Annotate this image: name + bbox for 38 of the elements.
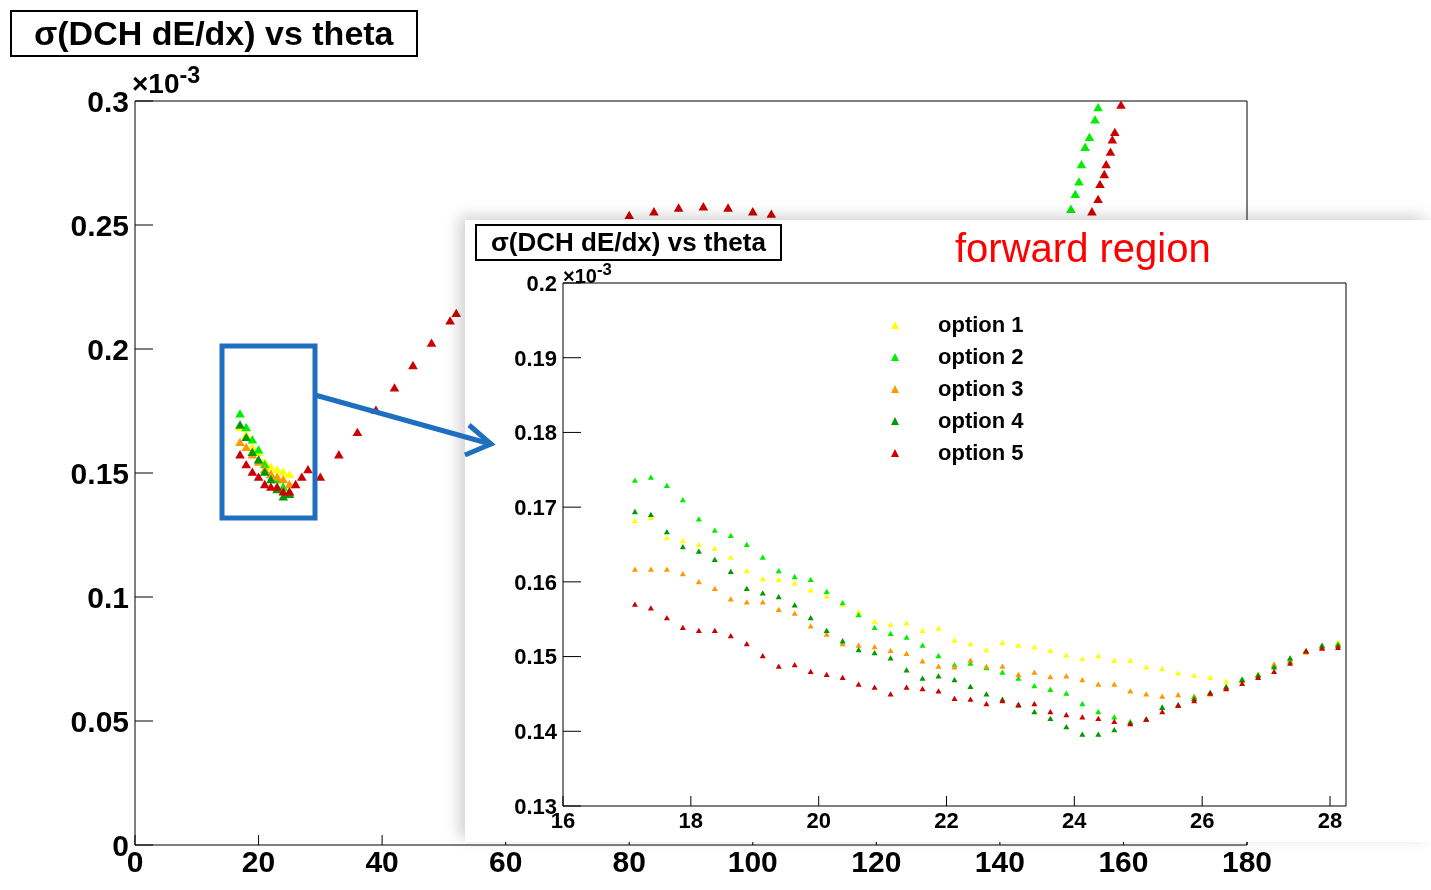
y-tick-label: 0.16 <box>514 569 557 595</box>
x-tick-label: 100 <box>727 845 778 879</box>
annotation: forward region <box>955 226 1211 271</box>
x-tick-label: 160 <box>1098 845 1149 879</box>
x-tick-label: 18 <box>678 807 704 833</box>
x-tick-label: 26 <box>1189 807 1215 833</box>
chart-title: σ(DCH dE/dx) vs theta <box>10 10 418 57</box>
x-tick-label: 28 <box>1317 807 1343 833</box>
y-tick-label: 0.2 <box>87 332 129 366</box>
y-tick-label: 0.2 <box>526 270 557 296</box>
x-tick-label: 80 <box>612 845 646 879</box>
y-tick-label: 0.17 <box>514 494 557 520</box>
y-tick-label: 0.05 <box>70 704 129 738</box>
y-tick-label: 0.15 <box>70 456 129 490</box>
legend-label: option 1 <box>938 312 1024 338</box>
x-tick-label: 140 <box>974 845 1025 879</box>
y-tick-label: 0.25 <box>70 208 129 242</box>
x-tick-label: 60 <box>488 845 523 879</box>
x-tick-label: 120 <box>851 845 902 879</box>
legend-label: option 2 <box>938 344 1024 370</box>
y-tick-label: 0.3 <box>87 84 129 118</box>
y-tick-label: 0.18 <box>514 420 557 446</box>
text: ×10$^{-3}$ <box>132 62 201 101</box>
legend-label: option 5 <box>938 440 1024 466</box>
x-tick-label: 20 <box>241 845 276 879</box>
chart-title: σ(DCH dE/dx) vs theta <box>475 224 782 261</box>
annotation: ×10$^{-3}$ <box>563 260 612 288</box>
x-tick-label: 40 <box>365 845 399 879</box>
y-tick-label: 0.15 <box>514 644 557 670</box>
y-tick-label: 0.14 <box>514 719 558 745</box>
x-tick-label: 22 <box>934 807 959 833</box>
legend-label: option 4 <box>938 408 1024 434</box>
y-tick-label: 0.19 <box>514 345 557 371</box>
y-tick-label: 0.1 <box>87 580 129 614</box>
x-tick-label: 20 <box>806 807 831 833</box>
x-tick-label: 24 <box>1062 807 1088 833</box>
legend-label: option 3 <box>938 376 1024 402</box>
x-tick-label: 180 <box>1221 845 1273 879</box>
